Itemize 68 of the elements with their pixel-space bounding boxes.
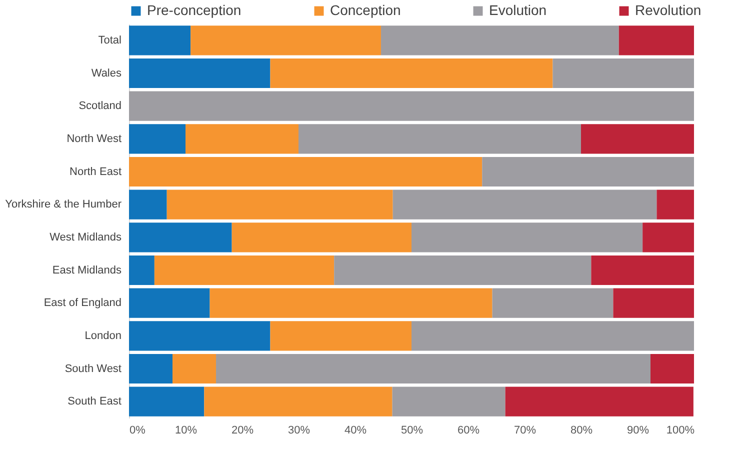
y-tick-label: West Midlands	[50, 231, 122, 244]
y-tick-label: Scotland	[78, 100, 122, 112]
bar	[186, 124, 298, 154]
bar	[482, 156, 694, 187]
legend-label: Pre-conception	[147, 2, 242, 18]
bar	[129, 354, 173, 384]
bar	[154, 255, 334, 286]
bar	[270, 58, 553, 88]
x-tick-label: 90%	[626, 424, 650, 436]
x-tick-label: 100%	[666, 424, 695, 436]
bar	[412, 321, 694, 351]
bar	[270, 321, 412, 351]
x-tick-label: 10%	[174, 424, 198, 436]
bar	[392, 190, 657, 220]
bar	[216, 354, 650, 384]
bar	[129, 190, 167, 220]
bar	[129, 156, 482, 187]
bar	[190, 26, 381, 56]
bar	[613, 288, 694, 318]
bar	[232, 222, 412, 252]
x-tick-label: 20%	[231, 424, 254, 436]
bar	[505, 386, 694, 416]
bar	[618, 26, 694, 56]
y-tick-label: Yorkshire & the Humber	[5, 198, 122, 211]
bar	[392, 386, 506, 416]
bar	[492, 288, 614, 318]
bar	[129, 288, 210, 318]
y-tick-label: North East	[70, 166, 122, 178]
bar	[129, 58, 270, 88]
bar	[412, 222, 643, 252]
bar	[129, 386, 204, 416]
x-tick-label: 0%	[130, 424, 146, 436]
y-tick-label: East of England	[44, 297, 122, 310]
bar	[129, 124, 186, 154]
x-tick-label: 60%	[457, 424, 480, 436]
x-tick-label: 30%	[288, 424, 310, 436]
y-tick-label: South East	[68, 396, 122, 408]
bar	[650, 354, 694, 384]
bar	[581, 124, 694, 154]
bar	[129, 91, 694, 121]
bar	[172, 354, 216, 384]
bar	[166, 190, 393, 220]
bar	[129, 26, 191, 56]
legend-label: Evolution	[489, 2, 547, 18]
x-tick-label: 70%	[514, 424, 536, 436]
y-tick-label: Wales	[91, 67, 122, 80]
bar	[380, 26, 619, 56]
bar	[298, 124, 581, 154]
bar	[591, 255, 694, 286]
bar	[129, 222, 232, 252]
bar	[642, 222, 694, 252]
x-tick-label: 80%	[570, 424, 593, 436]
x-tick-label: 40%	[344, 424, 367, 436]
bar	[129, 255, 154, 286]
bar	[656, 190, 694, 220]
bar	[552, 58, 694, 88]
bar	[334, 255, 592, 286]
y-tick-label: East Midlands	[52, 264, 122, 276]
legend-label: Conception	[330, 2, 401, 18]
bar	[204, 386, 392, 416]
y-tick-label: South West	[64, 362, 122, 375]
bar	[129, 321, 270, 351]
legend-label: Revolution	[635, 2, 702, 18]
y-tick-label: North West	[66, 132, 122, 145]
y-tick-label: London	[84, 330, 122, 342]
y-tick-label: Total	[98, 34, 122, 46]
bar	[210, 288, 492, 318]
x-tick-label: 50%	[400, 424, 424, 436]
